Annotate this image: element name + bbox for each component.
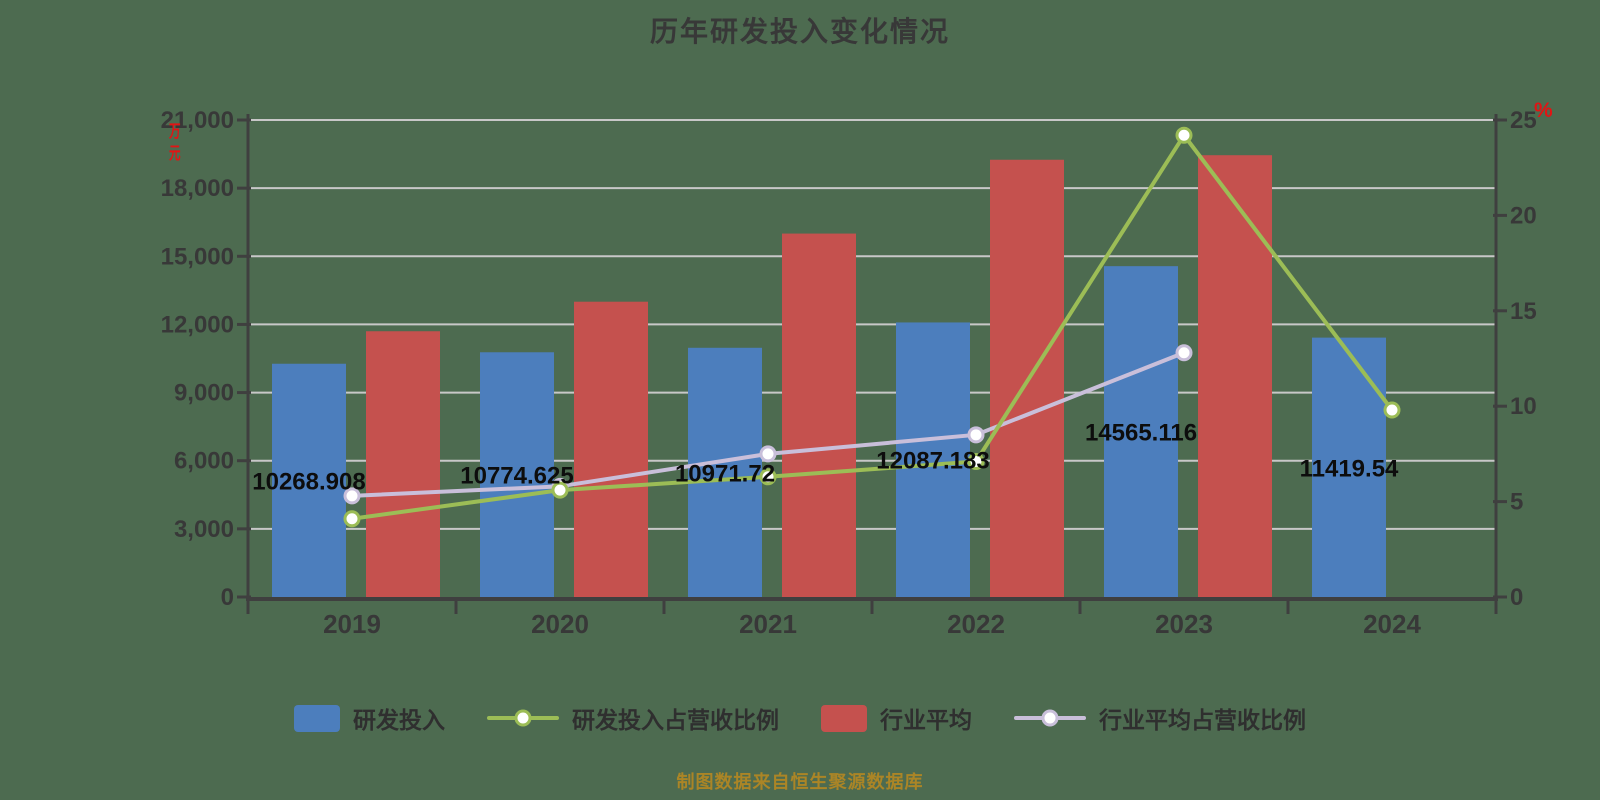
y-axis-left-tick-label: 15,000	[161, 243, 234, 270]
y-axis-right-tick-label: 15	[1510, 298, 1537, 325]
marker-industry-average-revenue-ratio-2022	[967, 426, 985, 444]
x-axis-tick-label-2023: 2023	[1155, 609, 1213, 639]
legend-marker-icon	[1041, 709, 1059, 727]
marker-industry-average-revenue-ratio-2019	[343, 487, 361, 505]
x-axis-tick-label-2020: 2020	[531, 609, 589, 639]
bar-industry-average-2020	[574, 301, 648, 597]
x-axis-tick-label-2021: 2021	[739, 609, 797, 639]
y-axis-left-tick-label: 9,000	[174, 380, 234, 407]
bar-value-label-2024: 11419.54	[1300, 455, 1399, 482]
y-axis-left-tick-label: 3,000	[174, 516, 234, 543]
bar-rd-investment-2021	[688, 347, 762, 597]
bar-rd-investment-2019	[272, 363, 346, 597]
y-axis-left-tick-label: 12,000	[161, 311, 234, 338]
marker-rd-revenue-ratio-2021	[759, 468, 777, 486]
bar-value-label-2020: 10774.625	[460, 463, 573, 490]
legend-item-industry-average: 行业平均	[821, 701, 972, 735]
bar-value-label-2023: 14565.116	[1085, 420, 1197, 447]
bar-value-label-2019: 10268.908	[252, 468, 365, 495]
y-axis-right-tick-label: 25	[1510, 107, 1537, 134]
legend-swatch-2	[821, 704, 867, 732]
y-axis-left-tick-label: 21,000	[161, 107, 234, 134]
line-rd-revenue-ratio	[351, 133, 1394, 521]
legend-swatch-0	[294, 704, 340, 732]
left-axis-unit-label: 万元	[169, 122, 181, 164]
bar-value-label-2021: 10971.72	[675, 460, 775, 487]
marker-industry-average-revenue-ratio-2023	[1175, 344, 1193, 362]
x-axis-tick-label-2022: 2022	[947, 609, 1005, 639]
bar-value-label-2022: 12087.183	[876, 448, 989, 475]
legend-marker-icon	[514, 709, 532, 727]
legend-label: 行业平均占营收比例	[1099, 707, 1306, 733]
bar-industry-average-2019	[366, 331, 440, 597]
marker-rd-revenue-ratio-2023	[1175, 126, 1193, 144]
marker-rd-revenue-ratio-2024	[1383, 401, 1401, 419]
marker-rd-revenue-ratio-2020	[551, 481, 569, 499]
legend-item-rd-revenue-ratio: 研发投入占营收比例	[487, 701, 779, 735]
bar-rd-investment-2024	[1312, 337, 1386, 597]
marker-rd-revenue-ratio-2019	[343, 510, 361, 528]
legend-label: 行业平均	[880, 707, 972, 733]
chart-title: 历年研发投入变化情况	[649, 16, 950, 47]
y-axis-left-tick-label: 6,000	[174, 448, 234, 475]
legend: 研发投入 研发投入占营收比例 行业平均 行业平均占营收比例	[0, 701, 1600, 735]
legend-item-rd-investment: 研发投入	[294, 701, 445, 735]
y-axis-right-tick-label: 0	[1510, 584, 1523, 611]
y-axis-right-tick-label: 20	[1510, 202, 1537, 229]
bar-rd-investment-2020	[480, 352, 554, 597]
y-axis-right-tick-label: 5	[1510, 489, 1523, 516]
y-axis-right-tick-label: 10	[1510, 393, 1537, 420]
x-axis-tick-label-2024: 2024	[1363, 609, 1421, 639]
legend-swatch-3	[1014, 709, 1086, 727]
x-axis-tick-label-2019: 2019	[323, 609, 381, 639]
bar-rd-investment-2023	[1104, 266, 1178, 597]
data-source-caption: 制图数据来自恒生聚源数据库	[676, 772, 924, 792]
legend-swatch-1	[487, 709, 559, 727]
right-axis-unit-label: %	[1534, 99, 1553, 122]
marker-rd-revenue-ratio-2022	[967, 453, 985, 471]
legend-label: 研发投入	[353, 707, 445, 733]
bar-rd-investment-2022	[896, 322, 970, 597]
bar-industry-average-2023	[1198, 155, 1272, 597]
y-axis-left-tick-label: 18,000	[161, 175, 234, 202]
marker-industry-average-revenue-ratio-2021	[759, 445, 777, 463]
y-axis-left-tick-label: 0	[221, 584, 234, 611]
legend-item-industry-average-revenue-ratio: 行业平均占营收比例	[1014, 701, 1306, 735]
bar-industry-average-2021	[782, 233, 856, 598]
legend-label: 研发投入占营收比例	[572, 707, 779, 733]
